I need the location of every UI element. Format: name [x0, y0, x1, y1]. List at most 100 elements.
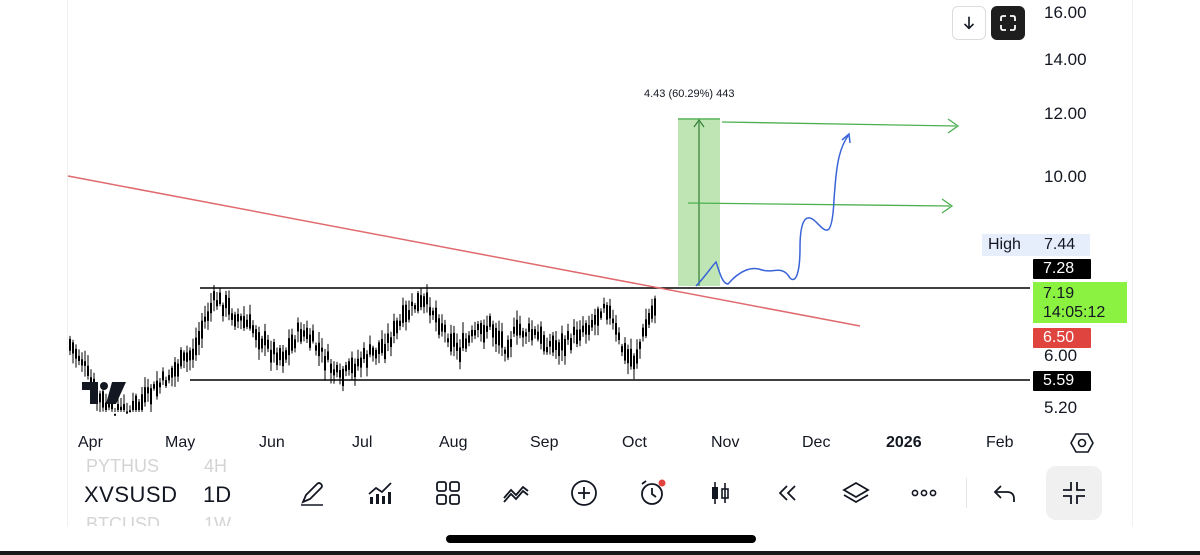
candle-body — [126, 411, 128, 414]
candle-body — [198, 331, 200, 345]
candle-body — [429, 307, 431, 316]
candle-body — [636, 349, 638, 364]
compare-icon[interactable] — [499, 476, 533, 510]
red-level-tag: 6.50 — [1033, 328, 1091, 348]
alert-icon[interactable] — [635, 476, 669, 510]
candle-body — [225, 294, 227, 309]
candle-body — [228, 297, 230, 315]
candle-body — [150, 388, 152, 405]
home-indicator[interactable] — [446, 535, 756, 543]
candle-body — [444, 324, 446, 333]
candle-body — [597, 308, 599, 326]
candle-body — [396, 320, 398, 334]
high-value: 7.44 — [1044, 236, 1076, 253]
candle-body — [576, 329, 578, 344]
candle-body — [279, 348, 281, 361]
candle-body — [570, 338, 572, 351]
candle-body — [360, 357, 362, 368]
candle-body — [306, 327, 308, 340]
time-tick: Jul — [352, 434, 373, 451]
candle-body — [249, 314, 251, 329]
time-tick: Dec — [802, 434, 831, 451]
undo-icon[interactable] — [988, 476, 1022, 510]
candle-body — [264, 331, 266, 346]
candle-body — [540, 326, 542, 344]
candle-body — [498, 330, 500, 346]
symbol-selector[interactable]: XVSUSD — [84, 482, 178, 507]
ghost-symbol: PYTHUS — [86, 456, 160, 476]
candle-body — [105, 402, 107, 410]
candle-body — [417, 293, 419, 312]
candle-body — [519, 323, 521, 336]
candle-body — [369, 344, 371, 355]
candle-body — [216, 300, 218, 307]
candle-body — [303, 330, 305, 337]
candle-body — [522, 331, 524, 338]
layers-icon[interactable] — [839, 476, 873, 510]
candle-body — [78, 355, 80, 361]
left-gutter — [0, 0, 68, 555]
time-tick-year: 2026 — [886, 434, 922, 451]
scroll-down-button[interactable] — [952, 6, 986, 40]
candle-body — [495, 327, 497, 345]
candle-body — [537, 331, 539, 340]
candle-body — [645, 319, 647, 337]
candle-body — [468, 335, 470, 343]
candle-body — [624, 343, 626, 361]
candle-body — [300, 329, 302, 342]
candle-body — [630, 348, 632, 367]
axis-settings-icon[interactable] — [1070, 431, 1094, 455]
time-tick: Sep — [530, 434, 559, 451]
measure-label: 4.43 (60.29%) 443 — [644, 88, 735, 100]
bar-countdown: 14:05:12 — [1043, 304, 1106, 321]
candle-body — [507, 339, 509, 358]
candle-body — [378, 342, 380, 355]
time-tick: Apr — [78, 434, 103, 451]
candle-body — [546, 347, 548, 353]
collapse-button[interactable] — [1046, 466, 1102, 520]
high-label: High — [988, 236, 1021, 253]
candle-body — [87, 365, 89, 376]
price-chart[interactable] — [0, 0, 1200, 460]
candle-body — [270, 349, 272, 363]
collapse-icon — [1063, 482, 1085, 504]
candle-body — [318, 342, 320, 357]
candle-body — [552, 335, 554, 353]
candle-body — [138, 401, 140, 410]
indicators-icon[interactable] — [363, 476, 397, 510]
more-icon[interactable] — [907, 476, 941, 510]
price-tick: 12.00 — [1044, 104, 1087, 123]
target-arrow-lower — [687, 202, 951, 207]
candle-body — [555, 340, 557, 351]
layouts-icon[interactable] — [431, 476, 465, 510]
time-tick: Jun — [259, 434, 285, 451]
candle-body — [291, 334, 293, 351]
candle-body — [282, 351, 284, 367]
time-tick: Oct — [622, 434, 647, 451]
candle-body — [261, 338, 263, 349]
bar-style-icon[interactable] — [703, 476, 737, 510]
last-price-tag: 7.19 14:05:12 — [1033, 282, 1127, 323]
candle-body — [510, 339, 512, 347]
candle-body — [132, 400, 134, 410]
fullscreen-button[interactable] — [991, 6, 1025, 40]
candle-body — [582, 325, 584, 333]
candle-body — [420, 295, 422, 308]
candle-body — [171, 367, 173, 378]
candle-body — [237, 314, 239, 322]
candle-body — [297, 322, 299, 332]
price-tick: 10.00 — [1044, 167, 1087, 186]
add-icon[interactable] — [567, 476, 601, 510]
candle-body — [621, 346, 623, 353]
price-tick: 16.00 — [1044, 3, 1087, 22]
candle-body — [483, 325, 485, 343]
replay-icon[interactable] — [771, 476, 805, 510]
candle-body — [72, 342, 74, 354]
candle-body — [69, 338, 71, 351]
candle-body — [633, 355, 635, 370]
interval-selector[interactable]: 1D — [203, 482, 232, 507]
candle-body — [408, 310, 410, 320]
candle-body — [240, 316, 242, 321]
time-tick: Aug — [439, 434, 468, 451]
draw-pen-icon[interactable] — [295, 476, 329, 510]
